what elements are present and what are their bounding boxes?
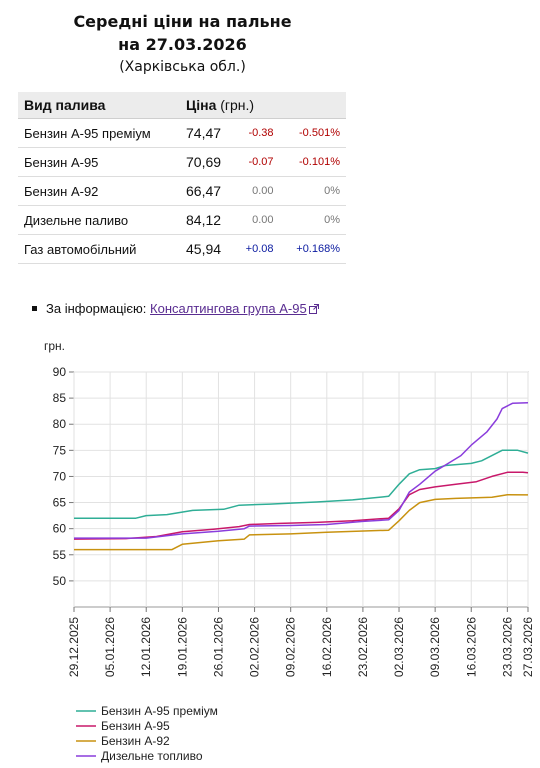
price-change: 0.00 [232,176,280,206]
price-table: Вид палива Ціна (грн.) Бензин А-95 премі… [18,92,346,264]
fuel-price-chart: 50 55 60 65 70 75 80 85 90 грн. 29.12.2025 05.01.20… [44,339,535,763]
price-change: +0.08 [232,234,280,264]
x-tick-label: 29.12.2025 [67,617,81,677]
fuel-price: 66,47 [180,176,232,206]
bullet-icon [32,306,37,311]
table-row: Бензин А-95 70,69 -0.07 -0.101% [18,147,346,177]
legend-label: Бензин А-95 преміум [101,704,218,718]
title-line-1: Середні ціни на пальне [73,12,292,31]
price-change: -0.38 [232,118,280,148]
y-tick-label: 55 [53,548,67,562]
x-tick-label: 12.01.2026 [139,617,153,677]
x-tick-label: 09.03.2026 [428,617,442,677]
series-line [74,401,529,539]
y-tick-label: 85 [53,391,67,405]
x-tick-label: 02.03.2026 [392,617,406,677]
y-tick-label: 50 [53,574,67,588]
col-price-header: Ціна (грн.) [180,92,346,119]
table-row: Бензин А-95 преміум 74,47 -0.38 -0.501% [18,118,346,148]
y-tick-label: 70 [53,469,67,483]
price-change-percent: +0.168% [279,234,346,264]
external-link-icon[interactable] [308,304,319,314]
price-change-percent: -0.101% [279,147,346,177]
fuel-price: 70,69 [180,147,232,177]
y-tick-label: 65 [53,496,67,510]
fuel-name: Бензин А-95 преміум [18,118,180,148]
source-line: За інформацією: Консалтингова група А-95 [32,301,319,316]
fuel-name: Газ автомобільний [18,234,180,264]
price-change-percent: 0% [279,176,346,206]
source-link-text[interactable]: Консалтингова група А-95 [150,301,307,316]
price-change: -0.07 [232,147,280,177]
legend-label: Бензин А-92 [101,734,170,748]
y-axis-label: грн. [44,339,65,353]
fuel-name: Бензин А-92 [18,176,180,206]
series-line [74,449,529,519]
x-tick-label: 05.01.2026 [103,617,117,677]
series-line [74,493,529,551]
y-tick-label: 80 [53,417,67,431]
page-title: Середні ціни на пальне на 27.03.2026 (Ха… [0,10,365,79]
x-tick-label: 09.02.2026 [284,617,298,677]
y-tick-label: 75 [53,443,67,457]
table-row: Газ автомобільний 45,94 +0.08 +0.168% [18,234,346,264]
x-tick-label: 16.02.2026 [320,617,334,677]
x-tick-label: 02.02.2026 [248,617,262,677]
title-date: на 27.03.2026 [118,35,247,54]
col-price-label: Ціна [186,97,217,113]
price-change-percent: 0% [279,205,346,235]
x-tick-label: 16.03.2026 [464,617,478,677]
x-tick-label: 27.03.2026 [521,617,535,677]
table-row: Дизельне паливо 84,12 0.00 0% [18,205,346,235]
y-tick-label: 60 [53,522,67,536]
series-line [73,471,529,540]
fuel-name: Бензин А-95 [18,147,180,177]
x-tick-label: 26.01.2026 [211,617,225,677]
price-change-percent: -0.501% [279,118,346,148]
legend-label: Дизельне топливо [101,749,203,763]
fuel-price: 45,94 [180,234,232,264]
price-table-header: Вид палива Ціна (грн.) [18,92,346,119]
plot-frame [73,371,529,608]
col-price-unit: (грн.) [220,97,255,113]
fuel-name: Дизельне паливо [18,205,180,235]
col-fuel-header: Вид палива [18,92,180,119]
title-region: (Харківська обл.) [119,59,246,75]
x-tick-label: 19.01.2026 [175,617,189,677]
legend-label: Бензин А-95 [101,719,170,733]
table-row: Бензин А-92 66,47 0.00 0% [18,176,346,206]
source-link[interactable]: Консалтингова група А-95 [150,301,307,316]
y-tick-label: 90 [53,365,67,379]
fuel-price: 74,47 [180,118,232,148]
x-tick-label: 23.03.2026 [500,617,514,677]
x-tick-label: 23.02.2026 [356,617,370,677]
price-change: 0.00 [232,205,280,235]
fuel-price: 84,12 [180,205,232,235]
source-prefix: За інформацією: [46,301,147,316]
